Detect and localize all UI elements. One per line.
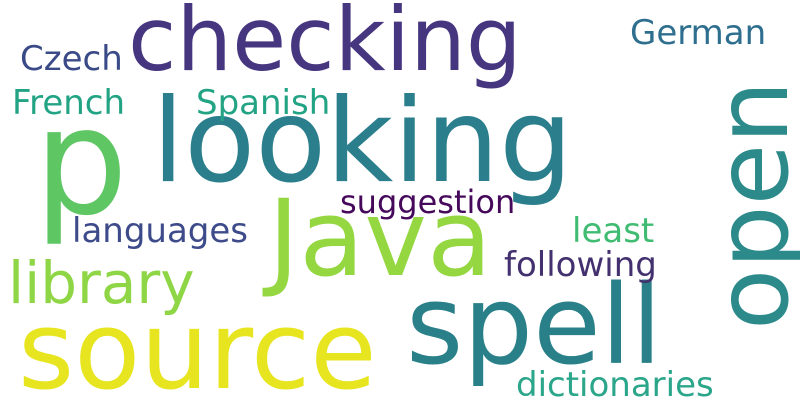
word-p: p [34, 76, 128, 248]
word-following: following [504, 245, 657, 285]
word-spanish: Spanish [196, 83, 331, 123]
word-looking: looking [152, 74, 573, 209]
word-library: library [8, 249, 195, 317]
word-least: least [572, 211, 655, 251]
word-suggestion: suggestion [340, 183, 516, 221]
word-spell: spell [406, 261, 662, 389]
word-java: Java [268, 177, 492, 300]
word-source: source [18, 289, 377, 400]
word-french: French [12, 83, 126, 123]
word-dictionaries: dictionaries [516, 365, 714, 400]
word-open: open [694, 80, 800, 330]
word-german: German [630, 13, 767, 53]
word-languages: languages [72, 211, 249, 251]
word-czech: Czech [20, 39, 123, 79]
word-checking: checking [128, 0, 522, 91]
